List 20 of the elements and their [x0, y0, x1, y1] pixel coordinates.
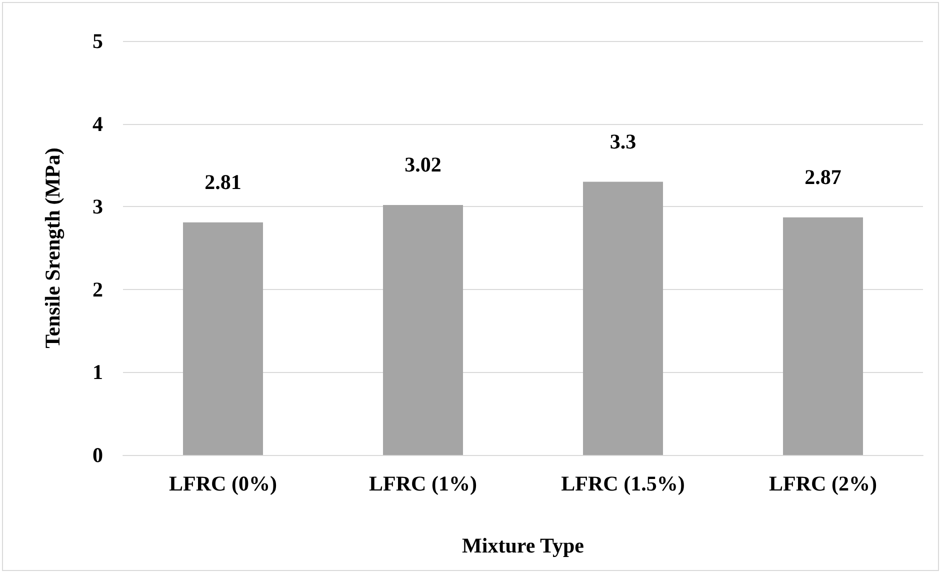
bar: [383, 204, 463, 455]
x-axis-title: Mixture Type: [462, 534, 584, 558]
x-tick-label: LFRC (0%): [169, 472, 277, 496]
y-tick-label: 0: [92, 443, 103, 467]
y-axis-title: Tensile Srength (MPa): [40, 148, 64, 348]
data-label: 3.02: [404, 152, 442, 176]
x-tick-label: LFRC (1%): [369, 472, 477, 496]
data-label: 3.3: [610, 129, 636, 154]
y-tick-label: 2: [92, 277, 103, 302]
y-tick-label: 4: [92, 112, 104, 136]
x-tick-label: LFRC (2%): [769, 472, 877, 496]
data-label: 2.81: [204, 170, 242, 194]
y-tick-label: 5: [92, 29, 103, 53]
bar: [183, 222, 263, 455]
bar: [583, 182, 663, 455]
y-tick-label: 3: [92, 194, 103, 219]
x-tick-label: LFRC (1.5%): [561, 472, 685, 496]
bar: [783, 217, 863, 455]
data-label: 2.87: [804, 164, 842, 189]
y-tick-label: 1: [92, 360, 103, 384]
